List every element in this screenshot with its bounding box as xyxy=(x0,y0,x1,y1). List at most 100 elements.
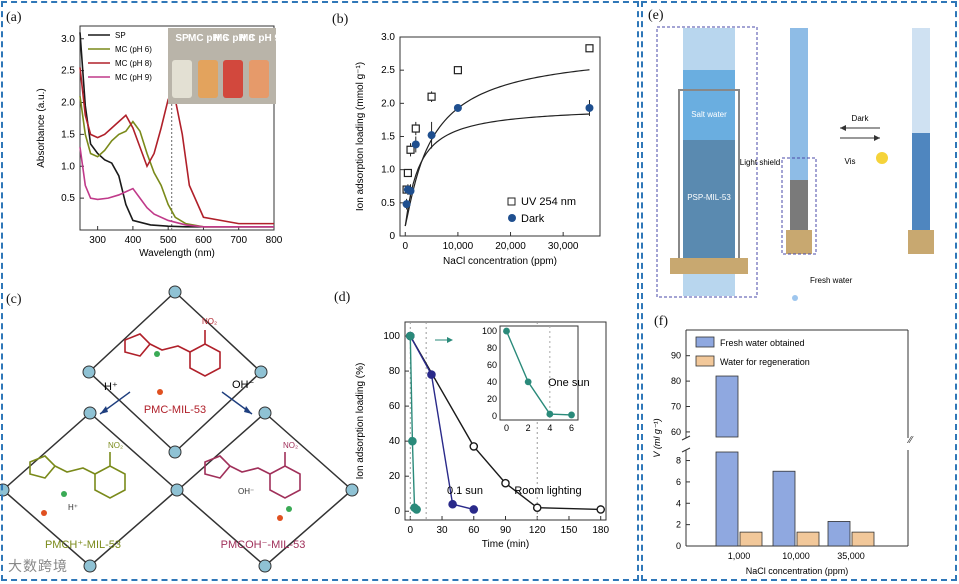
data-point xyxy=(412,505,421,514)
panel-label-d: (d) xyxy=(334,290,351,305)
y-tick-label: 60 xyxy=(671,427,681,437)
x-tick-label: 400 xyxy=(125,235,142,246)
label-dark: Dark xyxy=(852,114,870,123)
y-tick-label: 2.0 xyxy=(381,98,395,109)
y-tick-label: 0 xyxy=(676,541,681,551)
inset-point xyxy=(546,410,554,418)
series-line-3 xyxy=(79,147,274,228)
adsorbent-bed xyxy=(683,140,735,260)
label-pmc-mil53: PMC-MIL-53 xyxy=(144,404,206,416)
y-tick-label: 70 xyxy=(671,402,681,412)
inset-x-tick-label: 6 xyxy=(569,423,574,433)
vials-photo: SP MC pH 6 MC pH 8 MC pH 9 xyxy=(168,28,280,104)
panel-a-axes-frame xyxy=(79,25,275,231)
x-tick-label: 30 xyxy=(436,525,448,536)
x-tick-label: 180 xyxy=(592,525,609,536)
legend-label-dark: Dark xyxy=(521,213,545,225)
axis-break-mark xyxy=(681,447,691,453)
oh-label-right: OH⁻ xyxy=(238,487,254,496)
ion-green-right xyxy=(286,506,292,512)
panel-b-chart: 0 10,000 20,000 30,000 0 0.5 1.0 1.5 2.0 2.5 3.0 Na… xyxy=(355,32,601,267)
data-point xyxy=(405,331,415,341)
legend-label-regen: Water for regeneration xyxy=(720,357,810,367)
label-psp-mil53: PSP-MIL-53 xyxy=(687,193,731,202)
y-tick-label: 2 xyxy=(676,520,681,530)
data-point xyxy=(469,505,479,514)
vial-mc-ph9 xyxy=(249,60,269,98)
y-tick-label: 1.5 xyxy=(61,129,75,140)
label-01-sun: 0.1 sun xyxy=(447,485,483,497)
inset-line xyxy=(505,330,572,416)
column-shield xyxy=(790,180,808,230)
frame-left xyxy=(1,1,639,581)
y-tick-label: 6 xyxy=(676,477,681,487)
legend-label-2: MC (pH 8) xyxy=(115,59,152,68)
data-point xyxy=(427,370,436,379)
y-axis-label: Ion adsorption loading (%) xyxy=(355,363,366,480)
data-point-uv xyxy=(406,145,415,154)
x-tick-label: 300 xyxy=(89,235,106,246)
data-point-dark xyxy=(427,131,436,140)
y-tick-label: 2.5 xyxy=(61,66,75,77)
ion-green-top xyxy=(154,351,160,357)
inset-y-tick-label: 0 xyxy=(492,411,497,421)
fit-curve-0 xyxy=(404,69,590,227)
y-tick-label: 0.5 xyxy=(61,193,75,204)
label-salt-water: Salt water xyxy=(691,110,727,119)
y-tick-label: 20 xyxy=(389,471,401,482)
y-tick-label: 4 xyxy=(676,498,681,508)
y-tick-label: 100 xyxy=(383,331,400,342)
y-axis-label: V (ml g⁻¹) xyxy=(652,418,662,457)
label-vis: Vis xyxy=(845,157,856,166)
inset-point xyxy=(524,378,532,386)
hplus-label-left: H⁺ xyxy=(68,503,78,512)
no2-label-right: NO₂ xyxy=(283,441,298,450)
arrow-label-hplus: H⁺ xyxy=(104,381,118,393)
data-point-uv xyxy=(427,92,436,101)
fit-curve-1 xyxy=(404,113,590,227)
legend-label-uv: UV 254 nm xyxy=(521,196,576,208)
x-tick-label: 1,000 xyxy=(728,551,751,561)
x-tick-label: 500 xyxy=(160,235,177,246)
y-tick-label: 0 xyxy=(394,506,400,517)
x-tick-label: 60 xyxy=(468,525,480,536)
bar-0-0-upper xyxy=(715,375,739,438)
inset-x-tick-label: 0 xyxy=(504,423,509,433)
y-axis-label: Ion adsorption loading (mmol g⁻¹) xyxy=(355,62,366,211)
bar-1-0 xyxy=(739,531,763,547)
label-light-shield: Light shield xyxy=(740,158,780,167)
data-point-dark xyxy=(406,186,415,195)
data-point xyxy=(469,442,479,451)
ion-orange-left xyxy=(41,510,47,516)
x-tick-label: 90 xyxy=(500,525,512,536)
panel-label-f: (f) xyxy=(654,314,668,329)
y-tick-label: 2.5 xyxy=(381,65,395,76)
bar-1-2 xyxy=(851,531,875,547)
vial-label-mc6: MC pH 6 xyxy=(188,33,228,44)
data-point xyxy=(532,503,542,513)
frame-right xyxy=(641,1,957,581)
data-point xyxy=(408,436,417,446)
x-axis-label: NaCl concentration (ppm) xyxy=(746,566,849,576)
vial-label-mc9: MC pH 9 xyxy=(240,33,280,44)
legend-swatch-uv xyxy=(507,197,516,206)
no2-label-top: NO₂ xyxy=(202,317,217,326)
inset-frame xyxy=(499,325,579,421)
x-tick-label: 35,000 xyxy=(837,551,865,561)
panel-f-chart: 60 70 80 90 0 2 4 6 8 V (ml g⁻¹) NaCl concentratio… xyxy=(652,329,912,576)
inset-y-tick-label: 80 xyxy=(487,343,497,353)
bar-0-0-lower xyxy=(715,451,739,547)
salt-water-zone xyxy=(683,70,735,140)
panel-label-a: (a) xyxy=(6,10,22,25)
label-pmcoh-mil53: PMCOH⁻-MIL-53 xyxy=(221,539,306,551)
legend-swatch-fresh xyxy=(695,336,715,348)
y-tick-label: 0 xyxy=(389,231,395,242)
molecule-pmch xyxy=(29,452,126,499)
panel-label-e: (e) xyxy=(648,8,664,23)
legend-label-3: MC (pH 9) xyxy=(115,73,152,82)
bar-1-1 xyxy=(796,531,820,547)
legend-swatch-regen xyxy=(695,355,715,367)
legend-label-1: MC (pH 6) xyxy=(115,45,152,54)
